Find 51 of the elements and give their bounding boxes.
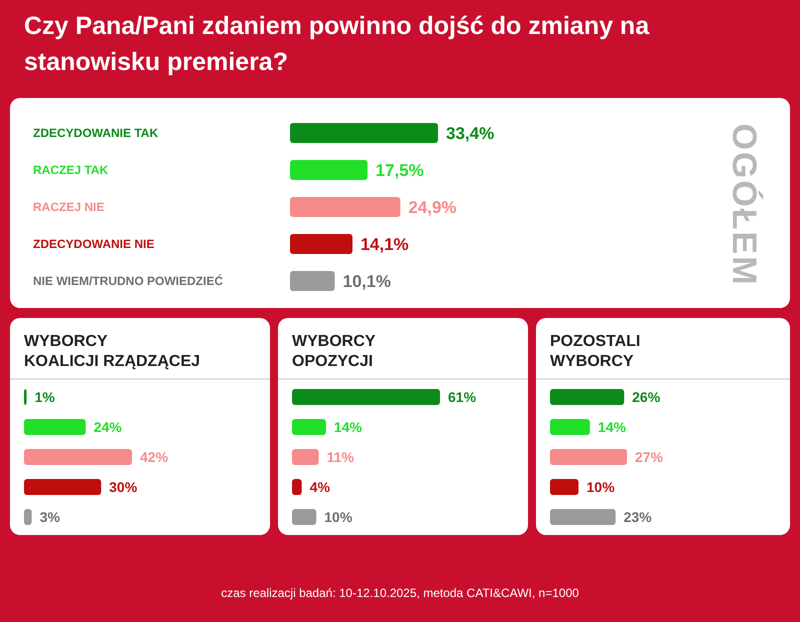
bar — [24, 509, 32, 525]
data-label: 10% — [586, 478, 616, 495]
data-label: 10% — [324, 508, 353, 525]
bar — [550, 419, 590, 435]
data-label: 24% — [94, 418, 122, 435]
chart-title: WYBORCY OPOZYCJI — [292, 333, 376, 370]
data-label: 17,5% — [376, 160, 424, 180]
bar — [550, 389, 624, 405]
bar — [290, 197, 400, 217]
data-label: 14,1% — [360, 234, 409, 254]
bar — [292, 479, 302, 495]
bar — [24, 419, 86, 435]
data-label: 30% — [109, 478, 138, 495]
chart-title: Czy Pana/Pani zdaniem powinno dojść do zmiany na stanowisku premiera? — [24, 12, 650, 76]
data-label: 24,9% — [408, 198, 457, 217]
y-tick-label: ZDECYDOWANIE NIE — [33, 237, 154, 252]
bar — [550, 509, 616, 525]
data-label: 10,1% — [342, 272, 391, 291]
bar — [290, 123, 438, 143]
chart-title: POZOSTALI WYBORCY — [550, 333, 640, 370]
data-label: 14% — [334, 418, 363, 435]
bar — [550, 449, 627, 465]
bar — [24, 389, 27, 405]
data-label: 11% — [326, 448, 354, 465]
data-label: 26% — [632, 388, 661, 405]
data-label: 1% — [34, 388, 56, 405]
data-label: 4% — [310, 478, 330, 495]
bar — [24, 479, 102, 495]
bar — [24, 449, 132, 465]
y-tick-label: NIE WIEM/TRUDNO POWIEDZIEĆ — [33, 274, 224, 288]
bar — [292, 389, 440, 405]
data-label: 14% — [598, 418, 626, 435]
bar — [292, 449, 319, 465]
text: OGÓŁEM — [725, 123, 764, 287]
data-label: 3% — [40, 508, 60, 525]
y-tick-label: RACZEJ TAK — [33, 163, 108, 178]
bar — [290, 160, 368, 180]
bar — [292, 419, 326, 435]
bar — [290, 234, 352, 254]
y-tick-label: RACZEJ NIE — [33, 200, 104, 214]
data-label: 61% — [448, 388, 477, 405]
y-tick-label: ZDECYDOWANIE TAK — [33, 126, 158, 140]
bar — [292, 509, 316, 525]
chart-title: WYBORCY KOALICJI RZĄDZĄCEJ — [24, 333, 200, 370]
data-label: 23% — [624, 508, 652, 525]
text: czas realizacji badań: 10-12.10.2025, metoda CATI&CAWI, n=1000 — [221, 586, 580, 600]
data-label: 42% — [140, 448, 169, 465]
bar — [550, 479, 579, 495]
data-label: 27% — [635, 448, 664, 465]
data-label: 33,4% — [446, 124, 494, 143]
bar — [290, 271, 335, 291]
